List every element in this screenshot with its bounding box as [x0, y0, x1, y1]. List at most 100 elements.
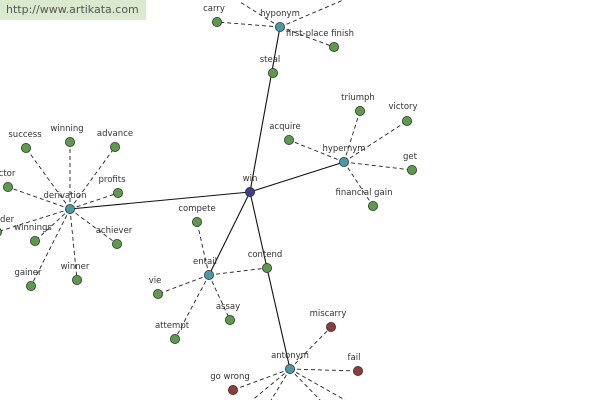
node [401, 116, 412, 127]
edge [69, 192, 119, 210]
edge [249, 161, 345, 193]
edge [30, 208, 71, 287]
node [244, 186, 255, 197]
edge [157, 274, 210, 295]
node [112, 238, 123, 249]
node [65, 203, 76, 214]
edge [208, 191, 251, 276]
node [352, 365, 363, 376]
node [110, 141, 121, 152]
edge [239, 1, 281, 28]
node [203, 269, 214, 280]
edge [266, 267, 291, 370]
edge [69, 208, 78, 281]
node-label: hypernym [322, 144, 365, 154]
node-label: steal [260, 55, 281, 65]
node-label: ctor [0, 169, 16, 179]
edge [216, 21, 281, 28]
node [25, 280, 36, 291]
node-label: fail [348, 353, 361, 363]
node-label: miscarry [310, 309, 347, 319]
edge [251, 368, 291, 400]
node [367, 200, 378, 211]
node [3, 181, 13, 192]
node [325, 321, 336, 332]
node [65, 136, 76, 147]
node-label: gainer [14, 268, 42, 278]
edge [208, 274, 231, 321]
node-label: win [243, 174, 258, 184]
edge [343, 161, 413, 171]
node [354, 106, 365, 117]
node [72, 274, 83, 285]
node-label: triumph [341, 93, 375, 103]
node-label: attempt [155, 321, 190, 331]
node-label: carry [203, 4, 225, 14]
edge [279, 0, 345, 28]
node-label: compete [178, 204, 215, 214]
node-label: achiever [96, 226, 133, 236]
edge [289, 368, 359, 372]
node [338, 156, 349, 167]
edge [289, 326, 332, 370]
node [328, 42, 339, 53]
edge [34, 208, 71, 242]
edge [289, 368, 321, 400]
edge [25, 147, 71, 210]
node [191, 216, 202, 227]
node [274, 21, 285, 32]
node-label: profits [98, 175, 126, 185]
node [113, 187, 124, 198]
node [267, 68, 278, 79]
node [261, 262, 272, 273]
edge [343, 120, 408, 163]
node-label: winnings [14, 223, 52, 233]
node-label: derivation [43, 191, 86, 201]
node-label: winning [50, 124, 83, 134]
node-label: advance [97, 129, 133, 139]
node [284, 363, 295, 374]
edge [289, 368, 346, 400]
edge [249, 191, 268, 269]
node-label: entail [193, 257, 217, 267]
edge [279, 26, 335, 48]
node-label: go wrong [210, 372, 250, 382]
edge [288, 139, 345, 163]
node-label: victory [388, 102, 417, 112]
node-label: success [8, 130, 42, 140]
node-label: get [403, 152, 418, 162]
node-label: winner [61, 262, 90, 272]
edge [249, 26, 281, 193]
node [20, 142, 31, 153]
node [406, 164, 417, 175]
node-label: assay [216, 302, 240, 312]
node-label: acquire [269, 122, 301, 132]
node [227, 384, 238, 395]
edge [232, 368, 291, 391]
node-label: der [0, 215, 15, 225]
edge [7, 186, 71, 210]
node [224, 314, 235, 325]
edge [343, 161, 374, 207]
edge [174, 274, 210, 340]
edge [208, 267, 268, 276]
node [29, 235, 40, 246]
node-label: vie [149, 276, 162, 286]
node-label: hyponym [260, 9, 300, 19]
edge [69, 146, 116, 210]
watermark[interactable]: http://www.artikata.com [0, 0, 146, 20]
node [211, 16, 222, 27]
edge [343, 110, 361, 163]
node [169, 333, 180, 344]
node [283, 134, 294, 145]
node-label: contend [248, 250, 283, 260]
node-label: antonym [271, 351, 309, 361]
edge [69, 191, 251, 210]
edge [196, 221, 210, 276]
edge [69, 208, 118, 245]
node-label: financial gain [336, 188, 393, 198]
node [152, 288, 163, 299]
node [0, 228, 2, 236]
